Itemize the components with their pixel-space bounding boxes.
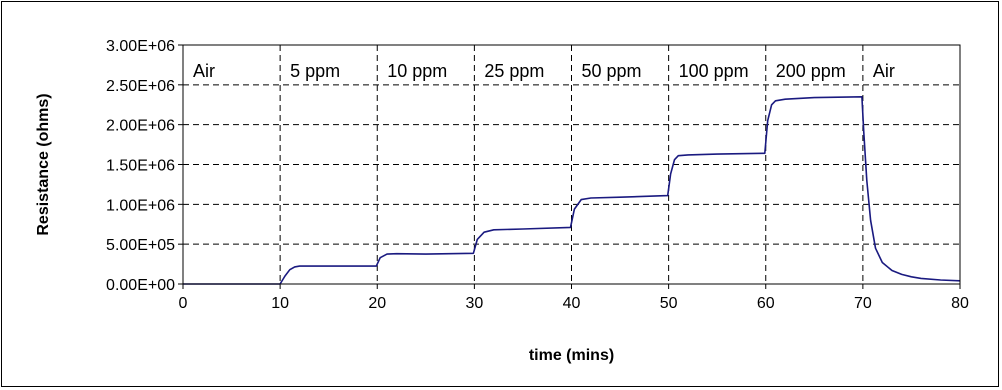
phase-label: Air <box>193 61 215 81</box>
x-tick-label: 80 <box>951 295 969 312</box>
y-tick-label: 0.00E+00 <box>106 277 175 294</box>
x-tick-label: 10 <box>271 295 289 312</box>
phase-labels: Air 5 ppm 10 ppm 25 ppm 50 ppm 100 ppm 200 ppm… <box>193 61 895 81</box>
x-tick-label: 40 <box>563 295 581 312</box>
x-tick-label: 70 <box>854 295 872 312</box>
y-tick-label: 2.00E+06 <box>106 118 175 135</box>
phase-label: 10 ppm <box>387 61 447 81</box>
x-tick-label: 50 <box>660 295 678 312</box>
phase-label: 5 ppm <box>290 61 340 81</box>
phase-label: Air <box>873 61 895 81</box>
y-tick-label: 1.50E+06 <box>106 158 175 175</box>
phase-label: 100 ppm <box>679 61 749 81</box>
y-tick-label: 2.50E+06 <box>106 78 175 95</box>
resistance-series-line <box>183 96 961 285</box>
x-tick-label: 20 <box>368 295 386 312</box>
x-tick-label: 0 <box>179 295 188 312</box>
y-tick-label: 3.00E+06 <box>106 38 175 55</box>
x-axis-title: time (mins) <box>529 347 614 364</box>
y-tick-label: 1.00E+06 <box>106 197 175 214</box>
x-tick-label: 30 <box>465 295 483 312</box>
plot-area-border <box>182 44 961 285</box>
phase-label: 25 ppm <box>484 61 544 81</box>
y-axis-ticks: 0.00E+00 5.00E+05 1.00E+06 1.50E+06 2.00E+06… <box>106 38 183 294</box>
x-tick-label: 60 <box>757 295 775 312</box>
x-axis-ticks: 0 10 20 30 40 50 60 70 80 <box>179 284 969 312</box>
phase-label: 50 ppm <box>582 61 642 81</box>
series-layer <box>183 96 961 285</box>
y-tick-label: 5.00E+05 <box>106 237 175 254</box>
y-axis-title: Resistance (ohms) <box>35 93 52 235</box>
phase-label: 200 ppm <box>776 61 846 81</box>
